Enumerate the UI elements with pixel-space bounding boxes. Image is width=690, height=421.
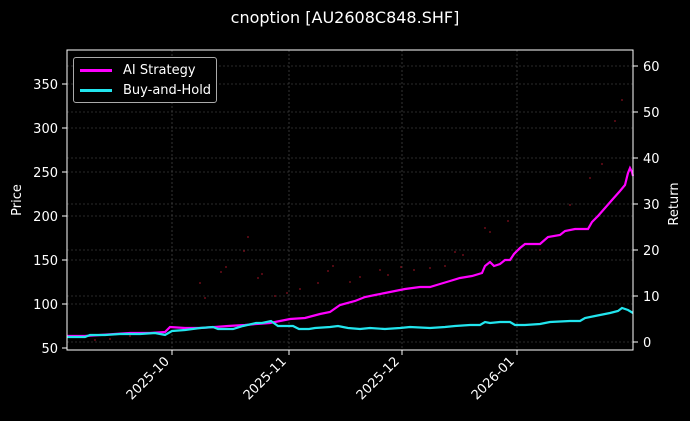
svg-text:50: 50 — [643, 106, 660, 121]
legend-item-ai-strategy: AI Strategy — [80, 61, 196, 79]
svg-text:250: 250 — [33, 166, 58, 181]
chart-title: cnoption [AU2608C848.SHF] — [230, 8, 460, 27]
legend-label: Buy-and-Hold — [123, 82, 212, 98]
svg-text:50: 50 — [41, 342, 58, 357]
svg-text:20: 20 — [643, 244, 660, 259]
x-tick-labels: 2025-10 2025-11 2025-12 2026-01 — [124, 354, 518, 403]
y-axis-label: Price — [10, 184, 25, 216]
right-y-tick-labels: 0 10 20 30 40 50 60 — [643, 60, 660, 351]
left-y-ticks — [62, 83, 67, 349]
y2-axis-label: Return — [667, 182, 682, 225]
svg-text:60: 60 — [643, 60, 660, 75]
left-y-tick-labels: 50 100 150 200 250 300 350 — [33, 78, 58, 357]
right-y-ticks — [633, 65, 638, 343]
svg-text:200: 200 — [33, 210, 58, 225]
legend-swatch-buy-and-hold — [80, 88, 112, 92]
svg-text:0: 0 — [643, 336, 651, 351]
svg-text:2025-11: 2025-11 — [241, 354, 290, 403]
svg-text:350: 350 — [33, 78, 58, 93]
legend-swatch-ai-strategy — [80, 68, 112, 72]
svg-text:2026-01: 2026-01 — [469, 354, 518, 403]
price-dots — [94, 99, 623, 341]
svg-text:300: 300 — [33, 122, 58, 137]
legend: AI Strategy Buy-and-Hold — [73, 57, 217, 103]
x-ticks — [171, 350, 518, 355]
svg-text:100: 100 — [33, 298, 58, 313]
legend-label: AI Strategy — [123, 62, 196, 78]
svg-text:10: 10 — [643, 290, 660, 305]
svg-text:2025-12: 2025-12 — [354, 354, 403, 403]
legend-item-buy-and-hold: Buy-and-Hold — [80, 81, 211, 99]
svg-text:150: 150 — [33, 254, 58, 269]
svg-text:40: 40 — [643, 152, 660, 167]
buy-and-hold-line — [67, 306, 634, 339]
svg-text:30: 30 — [643, 198, 660, 213]
ai-strategy-line — [67, 165, 635, 338]
svg-text:2025-10: 2025-10 — [124, 354, 173, 403]
plot-frame — [66, 49, 634, 351]
